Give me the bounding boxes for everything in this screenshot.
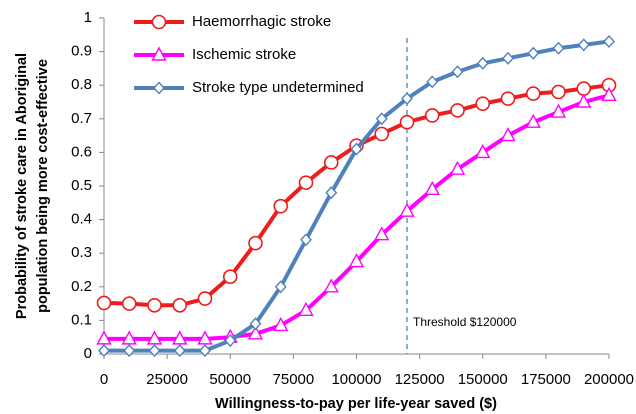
marker: [224, 334, 237, 348]
x-tick-label: 100000: [331, 371, 381, 388]
marker: [399, 114, 415, 130]
marker: [475, 143, 491, 159]
marker: [525, 86, 541, 101]
marker: [146, 330, 163, 345]
y-tick-label: 0.8: [71, 76, 92, 93]
y-axis-title: population being more cost-effective: [35, 59, 51, 313]
marker: [449, 160, 466, 175]
marker: [350, 142, 363, 156]
marker: [121, 330, 137, 345]
marker: [172, 297, 188, 313]
marker: [375, 112, 388, 126]
marker: [601, 86, 617, 101]
marker: [500, 127, 516, 142]
marker: [551, 84, 566, 100]
threshold-label: Threshold $120000: [413, 315, 517, 329]
marker: [173, 344, 186, 358]
marker: [300, 233, 312, 247]
marker: [98, 344, 110, 358]
marker: [298, 175, 314, 190]
marker: [274, 280, 287, 294]
y-tick-label: 0.5: [71, 177, 92, 194]
x-tick-label: 0: [100, 371, 108, 388]
marker: [96, 330, 112, 345]
marker: [525, 113, 541, 128]
y-tick-label: 0.4: [71, 211, 92, 228]
x-tick-label: 125000: [395, 371, 445, 388]
y-tick-label: 0.1: [71, 311, 92, 328]
marker: [273, 316, 289, 332]
x-tick-label: 150000: [458, 371, 508, 388]
x-tick-label: 25000: [146, 371, 188, 388]
marker: [424, 108, 440, 123]
legend-label: Ischemic stroke: [192, 46, 296, 63]
y-tick-label: 0.2: [71, 278, 92, 295]
marker: [451, 65, 464, 79]
marker: [199, 344, 211, 358]
marker: [273, 198, 289, 214]
marker: [222, 269, 238, 285]
x-axis-title: Willingness-to-pay per life-year saved (…: [215, 396, 497, 412]
marker: [123, 344, 136, 358]
marker: [426, 75, 439, 89]
marker: [121, 296, 137, 311]
marker: [325, 186, 338, 200]
marker: [247, 325, 264, 340]
marker: [348, 253, 365, 268]
marker: [172, 330, 188, 345]
marker: [576, 93, 592, 108]
y-tick-label: 0.7: [71, 110, 92, 127]
marker: [151, 46, 167, 61]
y-tick-label: 0.9: [71, 43, 92, 60]
x-tick-label: 175000: [521, 371, 571, 388]
y-tick-label: 0.3: [71, 244, 92, 261]
marker: [502, 51, 514, 65]
marker: [148, 344, 161, 358]
marker: [576, 81, 592, 96]
marker: [147, 297, 162, 313]
marker: [374, 226, 390, 241]
marker: [476, 56, 489, 70]
marker: [249, 317, 262, 331]
y-tick-label: 0.6: [71, 143, 92, 160]
marker: [500, 91, 516, 106]
x-tick-label: 75000: [273, 371, 315, 388]
marker: [248, 235, 263, 251]
marker: [577, 38, 590, 52]
legend-label: Stroke type undetermined: [192, 79, 364, 96]
marker: [424, 180, 440, 196]
marker: [475, 96, 491, 111]
y-tick-label: 1: [84, 9, 92, 26]
marker: [552, 41, 565, 55]
legend-label: Haemorrhagic stroke: [192, 13, 331, 30]
marker: [374, 126, 390, 142]
marker: [323, 155, 339, 170]
marker: [603, 34, 615, 49]
y-tick-label: 0: [84, 345, 92, 362]
marker: [550, 103, 567, 118]
marker: [527, 46, 540, 60]
marker: [401, 92, 413, 106]
x-tick-label: 50000: [209, 371, 251, 388]
marker: [151, 14, 167, 30]
marker: [298, 301, 314, 317]
marker: [197, 291, 213, 306]
marker: [399, 202, 415, 217]
marker: [96, 295, 112, 311]
marker: [323, 278, 339, 293]
y-axis-title: Probability of stroke care in Aboriginal: [14, 53, 30, 319]
marker: [197, 330, 213, 345]
x-tick-label: 200000: [584, 371, 634, 388]
marker: [153, 81, 165, 95]
marker: [450, 103, 465, 118]
